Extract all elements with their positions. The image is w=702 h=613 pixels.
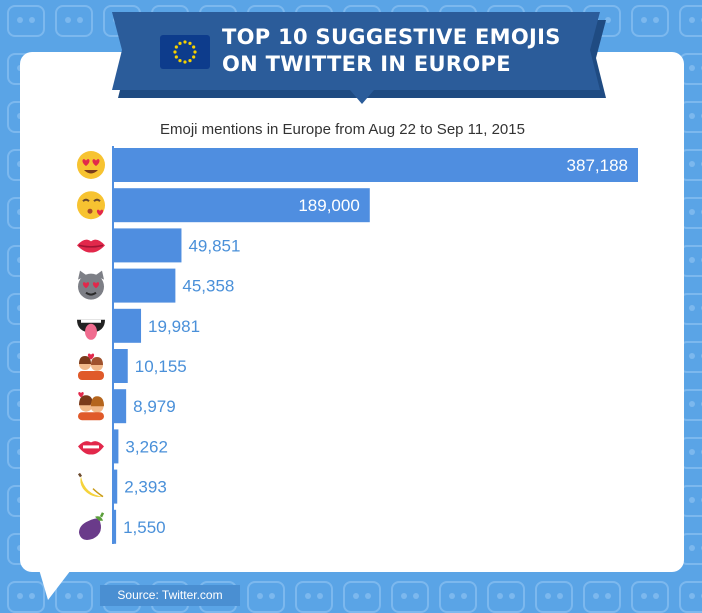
value-label: 49,851 [188,236,240,255]
title-line-2: ON TWITTER IN EUROPE [222,52,511,76]
bar [114,148,638,182]
cat-heart-eyes-icon [78,270,104,300]
kiss-mark-icon [77,239,105,253]
pattern-emoji-icon [7,581,45,613]
kiss-couple-icon [78,391,104,421]
pattern-emoji-icon [55,581,93,613]
pattern-emoji-icon [583,581,621,613]
pattern-emoji-icon [343,581,381,613]
pattern-emoji-icon [391,581,429,613]
title-line-1: TOP 10 SUGGESTIVE EMOJIS [222,25,561,49]
bar [114,308,142,343]
speech-bubble-tail [38,566,74,600]
value-label: 10,155 [135,357,187,376]
bar [114,429,119,464]
pattern-emoji-icon [7,5,45,37]
pattern-emoji-icon [247,581,285,613]
smiling-face-heart-eyes-icon [77,151,105,179]
pattern-emoji-icon [295,581,333,613]
bar-chart: 387,188 189,000 49,851 45,358 19,981 10,155 8,… [77,146,638,544]
bar [114,469,118,504]
bar [114,268,176,303]
title-banner [112,12,606,104]
pattern-emoji-icon [631,5,669,37]
eu-flag-icon [160,35,210,69]
pattern-emoji-icon [55,5,93,37]
page-title: TOP 10 SUGGESTIVE EMOJIS ON TWITTER IN E… [222,24,602,78]
value-label: 3,262 [125,437,168,456]
value-label: 189,000 [298,196,359,215]
banana-icon [77,472,104,498]
bar [114,228,182,263]
pattern-emoji-icon [679,581,702,613]
value-labels: 387,188 189,000 49,851 45,358 19,981 10,155 8,… [123,156,628,537]
pattern-emoji-icon [631,581,669,613]
value-label: 387,188 [567,156,628,175]
bar [114,188,370,223]
value-label: 8,979 [133,397,176,416]
face-throwing-kiss-icon [77,191,105,220]
tongue-mouth-icon [77,319,105,340]
pattern-emoji-icon [487,581,525,613]
pattern-emoji-icon [439,581,477,613]
bar [114,509,117,544]
value-label: 2,393 [124,478,167,497]
couple-with-heart-icon [78,353,104,380]
value-label: 45,358 [182,277,234,296]
chart-subtitle: Emoji mentions in Europe from Aug 22 to … [160,121,525,138]
bar [114,389,127,424]
pattern-emoji-icon [535,581,573,613]
pattern-emoji-icon [679,5,702,37]
bars [114,148,638,544]
mouth-lips-icon [78,441,104,455]
emoji-icons [77,151,105,540]
source-label: Source: Twitter.com [100,585,240,606]
bar [114,349,128,383]
value-label: 19,981 [148,317,200,336]
eggplant-icon [79,512,105,540]
value-label: 1,550 [123,518,166,537]
